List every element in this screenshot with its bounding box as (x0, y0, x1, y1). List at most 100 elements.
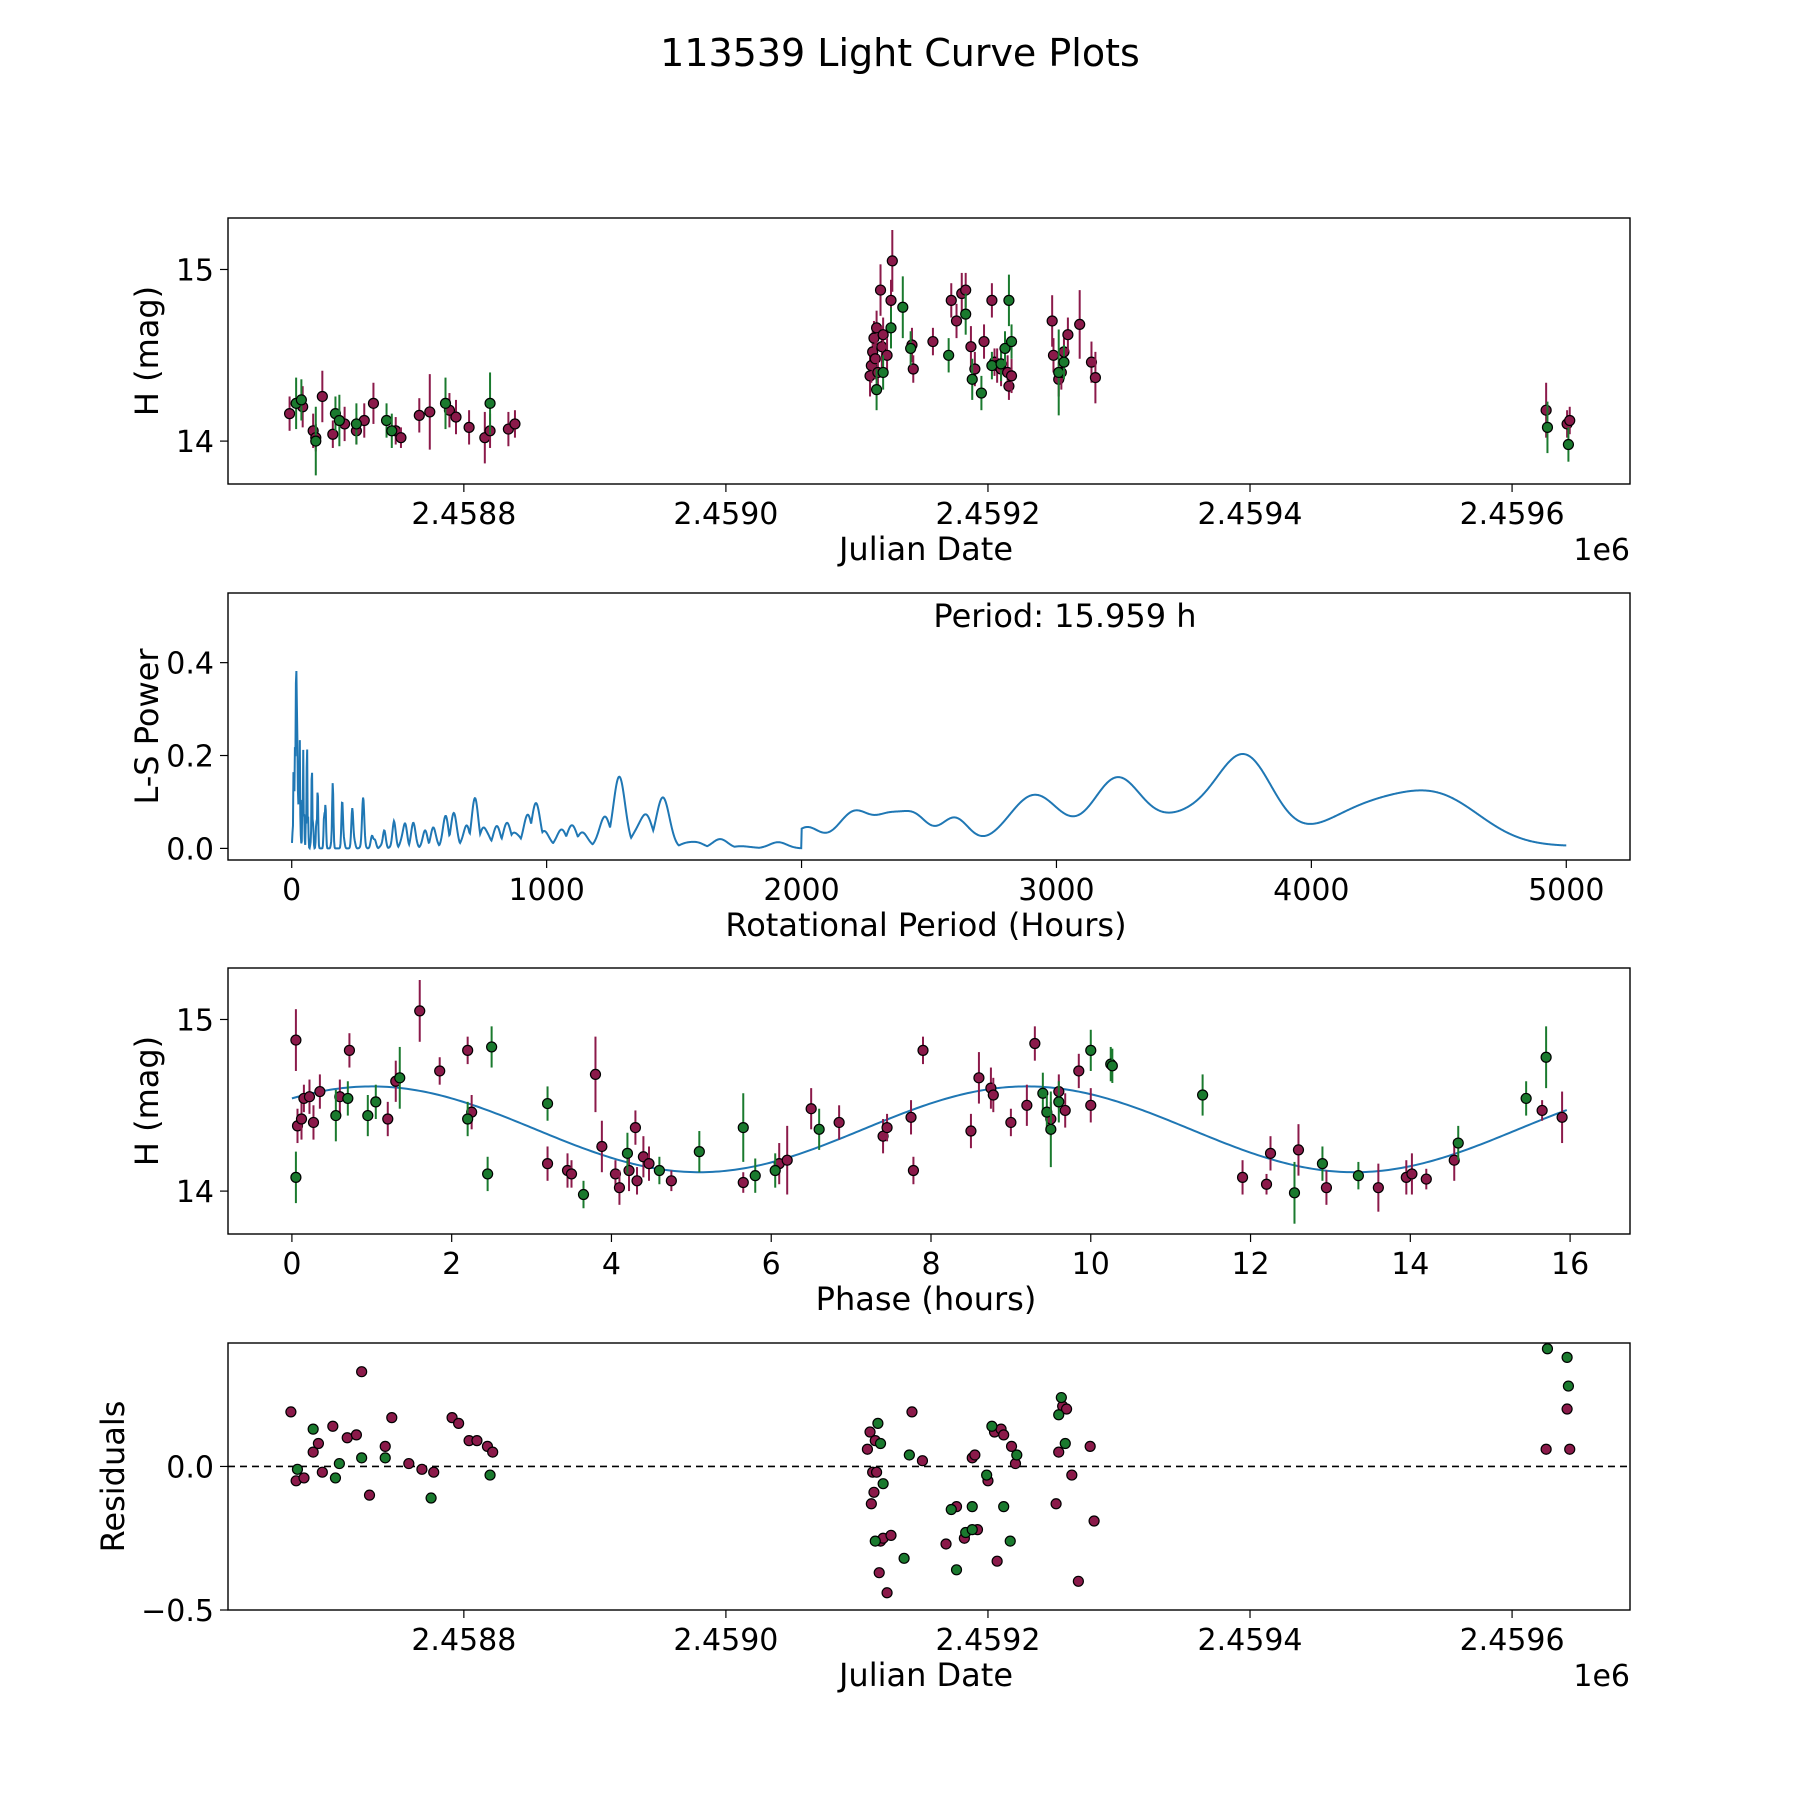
y-tick-label: 14 (176, 425, 214, 460)
data-point (1564, 1443, 1576, 1455)
green-series (290, 274, 1575, 476)
data-point (341, 1432, 353, 1444)
data-point (877, 366, 889, 379)
data-point (1085, 1099, 1097, 1111)
data-point (1072, 1575, 1084, 1587)
axes-frame (227, 592, 1631, 861)
data-point (484, 1469, 496, 1481)
x-tick-label: 2.4588 (411, 497, 516, 532)
x-tick-label: 2.4590 (673, 497, 778, 532)
data-point (906, 1406, 918, 1418)
data-point (1062, 329, 1074, 341)
y-tick-label: 0.4 (166, 647, 214, 682)
data-point (343, 1044, 356, 1056)
x-tick-label: 10 (1072, 1247, 1110, 1282)
data-point (1047, 349, 1060, 361)
x-tick-label: 0 (282, 873, 301, 908)
data-point (312, 1437, 325, 1450)
data-point (966, 1524, 978, 1536)
data-point (298, 1472, 310, 1484)
x-axis-label: Rotational Period (Hours) (725, 906, 1126, 944)
data-point (945, 294, 957, 306)
y-axis-label: Residuals (94, 1401, 132, 1553)
data-point (1562, 1380, 1575, 1392)
data-point (450, 411, 462, 423)
x-offset-label: 1e6 (1573, 1659, 1630, 1694)
data-point (623, 1164, 635, 1177)
data-point (999, 342, 1011, 355)
data-point (1059, 1437, 1071, 1450)
data-point (1005, 1440, 1018, 1452)
data-point (386, 425, 398, 437)
x-tick-label: 4 (602, 1247, 621, 1282)
data-point (813, 1123, 825, 1135)
data-point (917, 1044, 929, 1056)
periodogram-line (290, 670, 1567, 851)
data-point (1540, 1051, 1552, 1063)
data-point (950, 1564, 963, 1576)
data-point (486, 1041, 498, 1053)
data-point (541, 1158, 554, 1170)
data-point (1406, 1168, 1418, 1180)
x-tick-label: 3000 (1018, 873, 1094, 908)
data-point (1053, 366, 1065, 379)
data-point (329, 1472, 342, 1484)
data-point (973, 1072, 985, 1084)
data-point (1005, 335, 1018, 348)
data-point (484, 397, 496, 409)
data-point (1073, 1065, 1085, 1077)
x-tick-label: 4000 (1273, 873, 1349, 908)
data-point (596, 1140, 608, 1153)
x-tick-label: 6 (762, 1247, 781, 1282)
x-axis-label: Julian Date (837, 530, 1013, 568)
data-point (903, 1449, 915, 1461)
data-point (1041, 1106, 1053, 1118)
data-point (1085, 356, 1098, 368)
data-point (986, 294, 998, 306)
data-point (1541, 421, 1554, 433)
data-point (1372, 1182, 1384, 1194)
data-point (314, 1085, 326, 1098)
data-point (1060, 1403, 1073, 1415)
data-point (737, 1121, 749, 1134)
data-point (905, 1111, 917, 1123)
data-point (629, 1121, 642, 1134)
data-point (307, 1116, 320, 1129)
data-point (509, 418, 521, 430)
data-point (439, 397, 452, 409)
y-tick-label: 0.2 (166, 740, 214, 775)
data-point (434, 1065, 446, 1077)
data-point (295, 394, 307, 406)
data-point (916, 1455, 929, 1467)
data-point (453, 1417, 465, 1429)
data-point (960, 308, 972, 320)
data-point (1562, 438, 1575, 451)
data-point (1050, 1498, 1062, 1510)
data-point (1260, 1178, 1273, 1190)
data-point (665, 1175, 677, 1187)
x-tick-label: 2.4592 (935, 1623, 1040, 1658)
data-point (886, 255, 898, 267)
purple-series (285, 1366, 1576, 1599)
data-point (1055, 1391, 1067, 1404)
data-point (769, 1164, 781, 1177)
data-point (283, 408, 296, 420)
data-point (1452, 1137, 1464, 1149)
data-point (1352, 1170, 1364, 1182)
data-point (653, 1164, 665, 1177)
x-axis-label: Julian Date (837, 1656, 1013, 1694)
data-point (307, 1446, 319, 1458)
data-point (541, 1097, 554, 1110)
data-point (589, 1068, 602, 1081)
y-tick-label: 0.0 (166, 832, 214, 867)
data-point (965, 341, 977, 353)
data-point (1236, 1171, 1249, 1183)
data-point (342, 1092, 354, 1105)
data-point (1053, 1446, 1065, 1458)
data-point (613, 1182, 626, 1194)
data-point (414, 1005, 426, 1017)
data-point (1536, 1104, 1548, 1117)
x-tick-label: 2 (442, 1247, 461, 1282)
x-tick-label: 16 (1551, 1247, 1589, 1282)
data-point (945, 1503, 957, 1516)
